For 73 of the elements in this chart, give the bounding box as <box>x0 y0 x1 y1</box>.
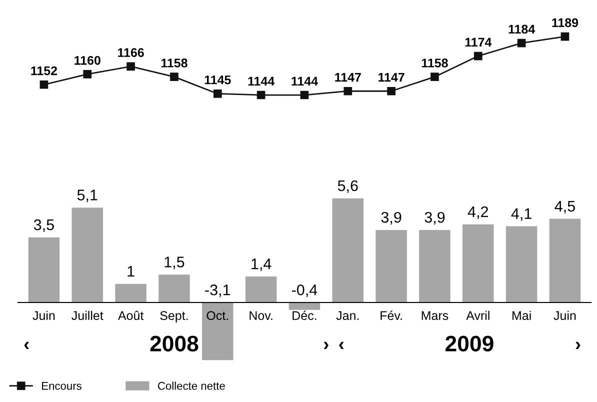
data-label: 1147 <box>378 72 404 82</box>
data-label: 1,5 <box>164 256 184 270</box>
data-label: 1174 <box>465 38 492 46</box>
data-label: 1158 <box>422 58 448 68</box>
data-label: 1144 <box>292 76 318 86</box>
annotation: 2009 <box>446 336 494 352</box>
bar <box>419 230 450 302</box>
point <box>213 90 222 98</box>
data-label: 5,6 <box>338 180 358 193</box>
point <box>474 52 482 60</box>
data-label: 1147 <box>335 72 361 82</box>
point <box>344 86 352 96</box>
bar <box>28 237 60 302</box>
annotation: ‹ <box>339 342 344 349</box>
data-label: 3,5 <box>34 219 54 232</box>
bar <box>376 230 407 302</box>
bar <box>332 198 364 302</box>
bar <box>115 284 146 302</box>
point <box>517 38 526 48</box>
data-label: -3,1 <box>205 284 230 298</box>
point <box>256 90 266 100</box>
x-tick-label: Mars <box>422 311 448 320</box>
point <box>430 72 439 81</box>
bar <box>462 224 494 302</box>
annotation: ‹ <box>24 342 29 349</box>
annotation: › <box>576 342 580 349</box>
point <box>83 70 92 78</box>
legend-label: Collecte nette <box>158 382 225 390</box>
point <box>170 72 178 81</box>
x-tick-label: Oct. <box>206 311 228 320</box>
bar <box>549 218 581 302</box>
point <box>560 32 570 41</box>
data-label: 4,2 <box>468 206 488 219</box>
bar <box>72 208 104 302</box>
data-label: -0,4 <box>292 284 318 298</box>
bar <box>506 226 538 302</box>
data-label: 4,5 <box>554 200 575 214</box>
data-label: 1158 <box>161 58 188 68</box>
point <box>387 86 396 96</box>
point <box>40 80 48 89</box>
x-tick-label: Déc. <box>292 310 316 320</box>
point <box>126 62 135 71</box>
data-label: 1145 <box>204 76 231 84</box>
x-tick-label: Sept. <box>160 311 188 322</box>
x-tick-label: Juin <box>32 310 55 320</box>
data-label: 1160 <box>74 56 100 65</box>
x-tick-label: Avril <box>466 310 490 320</box>
data-label: 5,1 <box>77 190 98 202</box>
data-label: 1184 <box>508 24 536 34</box>
data-label: 1189 <box>552 18 578 28</box>
x-tick-label: Août <box>118 310 144 320</box>
x-tick-label: Fév. <box>380 310 402 320</box>
annotation: › <box>324 342 328 349</box>
data-label: 4,1 <box>511 208 532 221</box>
point <box>300 90 309 100</box>
bar <box>245 276 277 302</box>
bar <box>202 302 234 360</box>
data-label: 1166 <box>118 48 144 58</box>
x-tick-label: Nov. <box>250 311 272 320</box>
x-tick-label: Mai <box>512 310 531 320</box>
bar <box>288 302 320 310</box>
data-label: 1152 <box>31 66 58 76</box>
legend-label: Encours <box>42 382 82 390</box>
bar <box>158 274 190 302</box>
x-tick-label: Jan. <box>336 311 359 320</box>
data-label: 1144 <box>248 76 275 86</box>
data-label: 1 <box>128 266 134 277</box>
data-label: 3,9 <box>424 212 445 225</box>
data-label: 3,9 <box>381 212 402 225</box>
annotation: 2008 <box>150 336 198 352</box>
x-tick-label: Juillet <box>72 310 104 320</box>
data-label: 1,4 <box>252 258 272 272</box>
x-tick-label: Juin <box>554 310 576 320</box>
